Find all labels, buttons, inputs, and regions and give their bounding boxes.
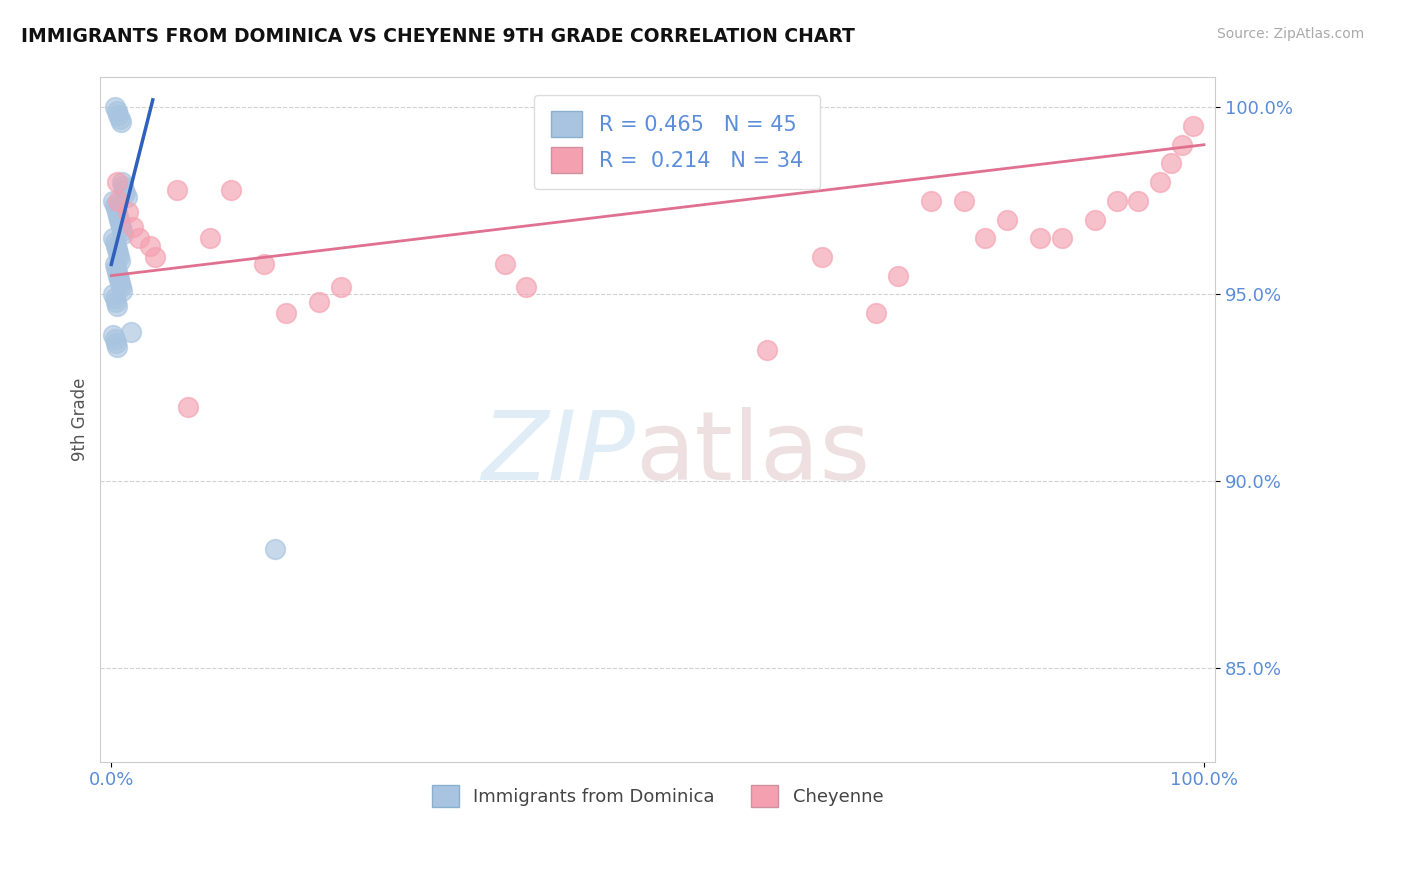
Legend: Immigrants from Dominica, Cheyenne: Immigrants from Dominica, Cheyenne — [425, 778, 890, 814]
Point — [810, 250, 832, 264]
Point — [111, 224, 134, 238]
Point — [105, 340, 128, 354]
Point — [515, 280, 537, 294]
Y-axis label: 9th Grade: 9th Grade — [72, 378, 89, 461]
Point — [104, 202, 127, 216]
Point — [103, 287, 125, 301]
Point — [198, 231, 221, 245]
Point — [494, 257, 516, 271]
Point — [112, 178, 135, 193]
Point — [105, 205, 128, 219]
Point — [887, 268, 910, 283]
Text: IMMIGRANTS FROM DOMINICA VS CHEYENNE 9TH GRADE CORRELATION CHART: IMMIGRANTS FROM DOMINICA VS CHEYENNE 9TH… — [21, 27, 855, 45]
Point — [110, 220, 132, 235]
Point — [128, 231, 150, 245]
Point — [108, 250, 131, 264]
Point — [103, 194, 125, 208]
Point — [221, 183, 243, 197]
Text: Source: ZipAtlas.com: Source: ZipAtlas.com — [1216, 27, 1364, 41]
Point — [865, 306, 887, 320]
Point — [103, 100, 125, 114]
Point — [1029, 231, 1052, 245]
Point — [105, 265, 128, 279]
Point — [1084, 212, 1107, 227]
Point — [108, 212, 131, 227]
Point — [114, 186, 136, 201]
Point — [107, 209, 129, 223]
Point — [166, 183, 188, 197]
Point — [329, 280, 352, 294]
Point — [755, 343, 778, 358]
Point — [108, 276, 131, 290]
Point — [107, 268, 129, 283]
Point — [103, 257, 125, 271]
Point — [138, 238, 160, 252]
Point — [110, 115, 132, 129]
Point — [112, 227, 135, 242]
Point — [107, 194, 129, 208]
Point — [104, 294, 127, 309]
Point — [115, 190, 138, 204]
Point — [112, 183, 135, 197]
Point — [995, 212, 1018, 227]
Point — [104, 261, 127, 276]
Point — [1149, 175, 1171, 189]
Point — [111, 284, 134, 298]
Point — [103, 197, 125, 211]
Point — [253, 257, 276, 271]
Point — [103, 291, 125, 305]
Point — [108, 112, 131, 126]
Point — [1050, 231, 1073, 245]
Point — [1182, 119, 1205, 133]
Point — [1105, 194, 1128, 208]
Point — [103, 328, 125, 343]
Point — [1160, 156, 1182, 170]
Point — [308, 294, 330, 309]
Point — [143, 250, 166, 264]
Point — [105, 243, 128, 257]
Point — [120, 325, 142, 339]
Point — [264, 541, 287, 556]
Point — [110, 280, 132, 294]
Point — [107, 108, 129, 122]
Point — [107, 246, 129, 260]
Point — [974, 231, 997, 245]
Point — [105, 175, 128, 189]
Text: ZIP: ZIP — [481, 408, 636, 500]
Point — [1171, 137, 1194, 152]
Point — [177, 400, 200, 414]
Point — [1128, 194, 1150, 208]
Point — [104, 238, 127, 252]
Point — [122, 220, 145, 235]
Point — [274, 306, 297, 320]
Point — [111, 175, 134, 189]
Point — [117, 205, 139, 219]
Point — [108, 216, 131, 230]
Point — [952, 194, 974, 208]
Point — [105, 104, 128, 119]
Point — [103, 332, 125, 346]
Point — [105, 299, 128, 313]
Text: atlas: atlas — [636, 408, 870, 500]
Point — [108, 253, 131, 268]
Point — [103, 235, 125, 249]
Point — [103, 231, 125, 245]
Point — [104, 335, 127, 350]
Point — [108, 272, 131, 286]
Point — [920, 194, 942, 208]
